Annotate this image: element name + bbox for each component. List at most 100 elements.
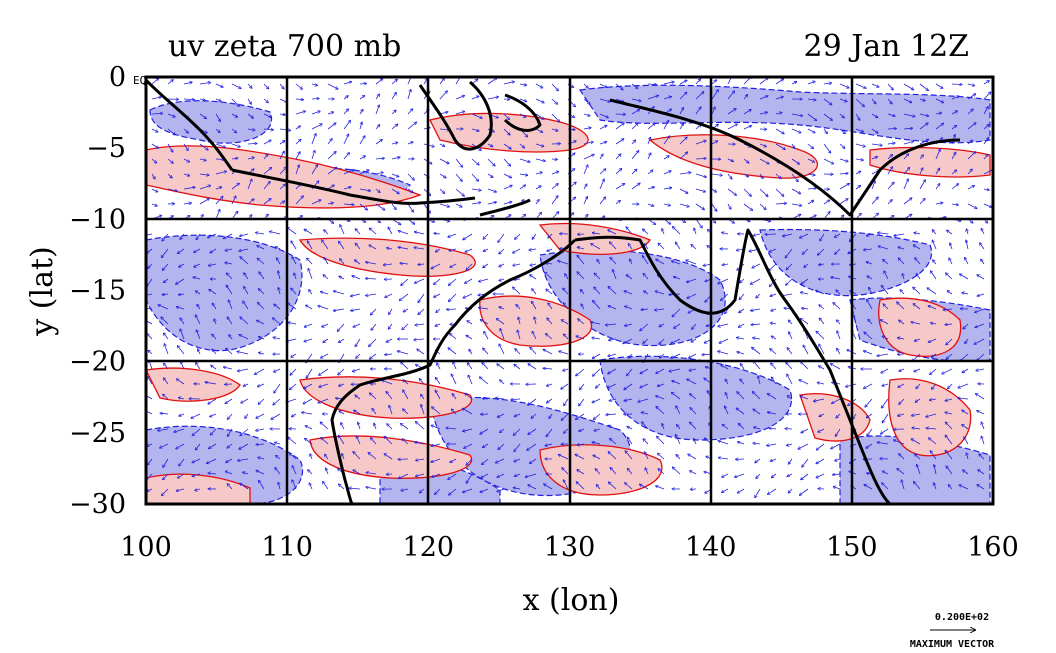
wind-vector [278,271,281,280]
wind-vector [899,320,905,325]
wind-vector [966,240,969,250]
wind-vector [535,158,545,161]
wind-vector [928,306,937,310]
wind-vector [343,96,348,100]
wind-vector [752,263,761,268]
wind-vector [414,248,425,250]
wind-vector [967,169,972,175]
wind-vector [479,278,489,282]
wind-vector [578,319,585,325]
wind-vector [532,233,537,239]
wind-vector [823,128,827,133]
wind-vector [727,188,736,195]
wind-vector [695,92,704,100]
wind-vector [819,318,825,325]
wind-vector [391,173,399,177]
wind-vector [659,338,665,344]
wind-vector [663,121,669,130]
wind-vector [948,291,953,295]
wind-vector [517,330,521,340]
wind-vector [322,240,329,250]
wind-vector [370,228,377,235]
wind-vector [215,143,225,147]
wind-vector [355,338,361,346]
wind-vector [471,189,481,190]
wind-vector [791,158,799,164]
wind-vector [212,349,217,355]
wind-vector [327,139,332,145]
wind-vector [613,270,617,280]
wind-vector [469,350,473,355]
wind-vector [343,134,349,145]
wind-vector [695,173,706,177]
wind-vector [519,143,524,148]
wind-vector [839,173,848,174]
wind-vector [775,203,786,204]
wind-vector [324,258,329,265]
wind-vector [673,227,681,235]
wind-vector [340,259,345,265]
wind-vector [765,234,777,235]
wind-vector [273,337,281,339]
wind-vector [565,274,569,280]
wind-vector [247,98,251,104]
wind-vector [503,82,514,85]
wind-vector [626,227,633,235]
wind-vector [407,203,413,212]
wind-vector [660,353,665,358]
wind-vector [534,317,536,325]
wind-vector [215,113,220,121]
wind-vector [935,184,940,190]
wind-vector [609,306,617,310]
wind-vector [215,128,220,132]
wind-vector [837,320,841,325]
wind-vector [295,196,303,205]
wind-vector [147,334,153,340]
wind-vector [591,322,601,325]
wind-vector [759,78,768,85]
wind-vector [871,197,878,205]
wind-vector [439,203,449,207]
wind-vector [455,96,464,100]
wind-vector [578,247,585,249]
wind-vector [944,309,953,310]
wind-vector [359,203,367,210]
wind-vector [899,258,905,265]
wind-vector [513,287,521,295]
wind-vector [919,99,925,101]
wind-vector [240,257,249,265]
wind-vector [647,84,656,85]
wind-vector [389,323,393,329]
wind-vector [499,248,505,254]
wind-vector [279,201,284,205]
wind-vector [199,113,206,118]
wind-vector [674,277,681,280]
wind-vector [291,288,297,295]
wind-vector [823,98,832,105]
wind-vector [279,141,285,145]
wind-vector [775,143,785,149]
wind-vector [935,123,943,130]
wind-vector [615,154,621,160]
wind-vector [294,273,297,280]
wind-vector [887,143,895,144]
wind-vector [894,233,905,236]
wind-vector [487,143,493,147]
wind-vector [951,204,958,205]
wind-vector [631,151,639,160]
wind-vector [483,348,489,355]
wind-vector [388,227,393,235]
wind-vector [878,233,889,234]
wind-vector [227,273,233,280]
wind-vector [277,258,281,265]
wind-vector [887,200,892,205]
wind-vector [929,338,937,342]
wind-vector [631,169,637,175]
wind-vector [783,233,793,236]
wind-vector [743,188,751,196]
wind-vector [308,241,313,250]
wind-vector [183,203,191,204]
wind-vector [727,124,737,130]
wind-vector [946,338,953,345]
y-tick-label: −5 [86,133,126,164]
